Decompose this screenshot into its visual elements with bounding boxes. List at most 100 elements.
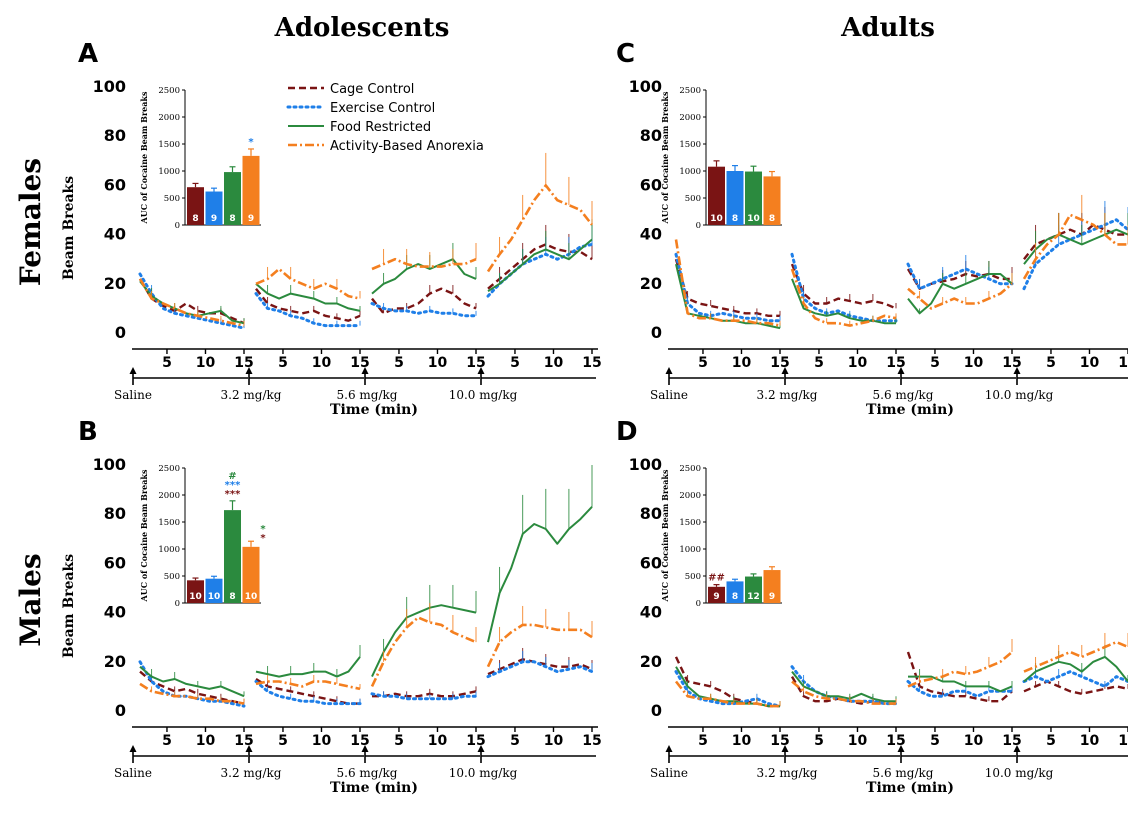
x-tick-label: 5 — [510, 733, 520, 749]
series-line-activity-based-anorexia — [791, 680, 896, 705]
series-line-activity-based-anorexia — [139, 682, 245, 705]
y-tick-label: 60 — [104, 553, 126, 572]
dose-label: 10.0 mg/kg — [985, 388, 1054, 402]
series-line-activity-based-anorexia — [255, 267, 361, 300]
inset-y-tick-label: 2000 — [679, 491, 701, 501]
series-activity-based-anorexia — [1023, 632, 1128, 673]
dose-label: 5.6 mg/kg — [337, 766, 398, 780]
injection-arrow-head — [897, 745, 905, 752]
series-line-activity-based-anorexia — [486, 623, 593, 668]
y-tick-label: 80 — [104, 504, 126, 523]
series-line-cage-control — [906, 268, 1012, 290]
inset-bar-food-restricted — [224, 510, 241, 603]
series-line-activity-based-anorexia — [486, 184, 594, 273]
inset-n-label: 10 — [189, 592, 202, 602]
series-exercise-control — [254, 680, 362, 706]
injection-arrow-head — [897, 367, 905, 374]
x-tick-label: 5 — [698, 733, 708, 749]
dose-label: Saline — [650, 388, 688, 402]
x-tick-label: 15 — [582, 355, 601, 371]
inset-auc-chart: 0 500 1000 1500 2000 2500 AUC of Cocaine Beam … — [660, 86, 782, 231]
legend-label-cage-control: Cage Control — [330, 82, 414, 97]
y-tick-label: 100 — [629, 77, 662, 96]
inset-n-label: 9 — [769, 592, 775, 602]
injection-arrow-head — [477, 367, 485, 374]
y-tick-label: 20 — [640, 274, 662, 293]
legend-label-exercise-control: Exercise Control — [330, 101, 435, 116]
inset-n-label: 8 — [229, 214, 235, 224]
series-activity-based-anorexia — [255, 674, 361, 691]
inset-significance-mark: *** — [225, 489, 241, 500]
y-tick-label: 0 — [115, 701, 126, 720]
series-line-cage-control — [674, 258, 780, 317]
inset-y-tick-label: 500 — [685, 572, 701, 582]
inset-n-label: 9 — [713, 592, 719, 602]
x-axis-label: Time (min) — [330, 402, 418, 418]
inset-significance-mark: # — [228, 471, 236, 482]
series-line-activity-based-anorexia — [907, 282, 1013, 310]
series-line-activity-based-anorexia — [674, 239, 781, 327]
inset-y-tick-label: 0 — [696, 221, 701, 231]
inset-bar-food-restricted — [745, 576, 762, 603]
inset-bar-cage-control — [708, 166, 725, 225]
y-tick-label: 60 — [104, 175, 126, 194]
inset-n-label: 8 — [769, 214, 775, 224]
dose-label: 5.6 mg/kg — [873, 388, 934, 402]
x-tick-label: 5 — [930, 355, 940, 371]
inset-y-tick-label: 0 — [175, 599, 180, 609]
inset-n-label: 8 — [229, 592, 235, 602]
series-cage-control — [372, 686, 477, 698]
dose-label: 3.2 mg/kg — [757, 388, 818, 402]
injection-arrow-head — [361, 745, 369, 752]
inset-y-tick-label: 0 — [175, 221, 180, 231]
x-tick-label: 10 — [196, 355, 216, 371]
x-tick-label: 10 — [312, 355, 332, 371]
x-tick-label: 10 — [732, 355, 752, 371]
inset-n-label: 9 — [211, 214, 217, 224]
series-line-exercise-control — [138, 272, 246, 330]
series-activity-based-anorexia — [138, 278, 245, 327]
x-tick-label: 15 — [1002, 355, 1021, 371]
dose-label: 10.0 mg/kg — [985, 766, 1054, 780]
inset-y-axis-label: AUC of Cocaine Beam Breaks — [660, 469, 670, 602]
x-tick-label: 15 — [770, 733, 789, 749]
series-line-exercise-control — [1022, 218, 1128, 291]
series-food-restricted — [371, 584, 477, 678]
series-line-food-restricted — [791, 278, 896, 325]
series-line-activity-based-anorexia — [371, 257, 477, 271]
x-tick-label: 5 — [1046, 355, 1056, 371]
series-activity-based-anorexia — [907, 272, 1013, 310]
x-tick-label: 10 — [428, 355, 448, 371]
inset-y-tick-label: 2000 — [158, 113, 180, 123]
x-tick-label: 5 — [162, 733, 172, 749]
inset-y-tick-label: 2500 — [158, 86, 180, 96]
x-tick-label: 5 — [698, 355, 708, 371]
series-food-restricted — [675, 666, 781, 708]
series-line-exercise-control — [486, 660, 594, 679]
y-tick-label: 40 — [104, 225, 126, 244]
injection-arrow-head — [1013, 745, 1021, 752]
y-tick-label: 100 — [93, 77, 126, 96]
y-tick-label: 100 — [629, 455, 662, 474]
legend-label-food-restricted: Food Restricted — [330, 120, 431, 135]
inset-y-tick-label: 500 — [164, 194, 180, 204]
series-line-food-restricted — [487, 506, 593, 643]
x-tick-label: 5 — [162, 355, 172, 371]
y-tick-label: 20 — [104, 274, 126, 293]
series-line-exercise-control — [906, 262, 1014, 291]
x-tick-label: 15 — [234, 733, 253, 749]
x-axis-label: Time (min) — [866, 402, 954, 418]
series-activity-based-anorexia — [139, 682, 245, 705]
panel-letter: B — [78, 417, 98, 447]
inset-n-label: 10 — [710, 214, 723, 224]
series-exercise-control — [486, 224, 594, 298]
x-tick-label: 5 — [1046, 733, 1056, 749]
x-tick-label: 10 — [964, 355, 984, 371]
series-activity-based-anorexia — [674, 680, 781, 708]
series-line-food-restricted — [371, 604, 477, 678]
series-line-activity-based-anorexia — [138, 278, 245, 327]
x-tick-label: 15 — [466, 733, 485, 749]
series-line-activity-based-anorexia — [370, 616, 477, 687]
inset-y-tick-label: 1000 — [679, 167, 701, 177]
x-tick-label: 10 — [196, 733, 216, 749]
